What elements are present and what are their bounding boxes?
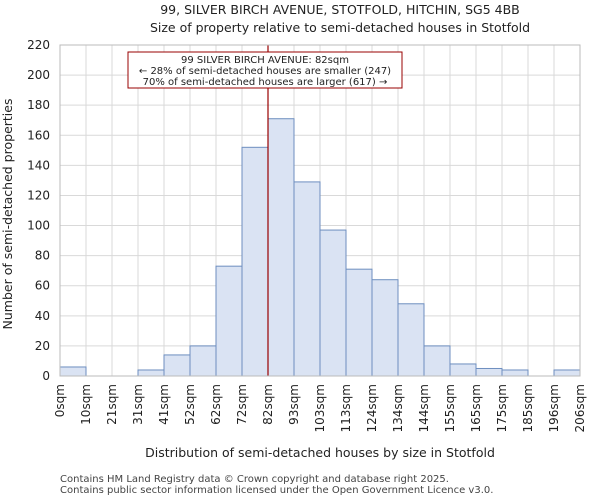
bars <box>59 118 581 377</box>
annotation-box <box>127 51 403 89</box>
x-tick-label: 155sqm <box>443 384 457 432</box>
x-tick-label: 72sqm <box>235 384 249 425</box>
bar-113sqm <box>345 268 373 377</box>
x-tick-label: 41sqm <box>157 384 171 425</box>
bar-41sqm <box>163 354 191 377</box>
x-tick-label: 134sqm <box>391 384 405 432</box>
bar-134sqm <box>397 303 425 377</box>
y-tick-label: 160 <box>27 128 50 142</box>
x-tick-label: 144sqm <box>417 384 431 432</box>
x-tick-label: 165sqm <box>469 384 483 432</box>
annotation-line-2: ← 28% of semi-detached houses are smalle… <box>139 66 391 77</box>
bar-124sqm <box>371 279 399 377</box>
bar-93sqm <box>293 181 321 377</box>
bar-175sqm <box>501 369 529 377</box>
x-tick-label: 21sqm <box>105 384 119 425</box>
x-tick-label: 62sqm <box>209 384 223 425</box>
y-axis-ticks: 0 20 40 60 80 100 120 140 160 180 200 220 <box>27 38 50 383</box>
chart-title-line-1: 99, SILVER BIRCH AVENUE, STOTFOLD, HITCH… <box>160 2 520 17</box>
x-tick-label: 103sqm <box>313 384 327 432</box>
y-tick-label: 20 <box>35 339 50 353</box>
y-tick-label: 80 <box>35 249 50 263</box>
footer-line-2: Contains public sector information licen… <box>60 485 494 496</box>
x-tick-label: 196sqm <box>547 384 561 432</box>
bar-0sqm <box>59 366 87 377</box>
bar-196sqm <box>553 369 581 377</box>
x-tick-label: 82sqm <box>261 384 275 425</box>
chart-title-line-2: Size of property relative to semi-detach… <box>150 20 530 35</box>
footer-line-1: Contains HM Land Registry data © Crown c… <box>60 474 449 485</box>
bar-72sqm <box>241 146 269 377</box>
x-tick-label: 175sqm <box>495 384 509 432</box>
y-tick-label: 120 <box>27 188 50 202</box>
y-tick-label: 200 <box>27 68 50 82</box>
y-tick-label: 180 <box>27 98 50 112</box>
x-tick-label: 185sqm <box>521 384 535 432</box>
bar-165sqm <box>475 367 503 377</box>
x-tick-label: 52sqm <box>183 384 197 425</box>
y-tick-label: 100 <box>27 219 50 233</box>
y-tick-label: 40 <box>35 309 50 323</box>
y-axis-label: Number of semi-detached properties <box>0 99 15 330</box>
x-axis-ticks: 0sqm 10sqm 21sqm 31sqm 41sqm 52sqm 62sqm 72sqm 8… <box>53 384 587 432</box>
y-tick-label: 0 <box>42 369 50 383</box>
annotation-line-3: 70% of semi-detached houses are larger (… <box>143 77 388 88</box>
x-axis-label: Distribution of semi-detached houses by … <box>145 445 495 460</box>
bar-103sqm <box>319 229 347 377</box>
plot-frame <box>59 44 581 377</box>
bar-62sqm <box>215 265 243 377</box>
bar-52sqm <box>189 345 217 377</box>
x-tick-label: 10sqm <box>79 384 93 425</box>
y-tick-label: 220 <box>27 38 50 52</box>
bar-82sqm <box>267 118 295 377</box>
x-tick-label: 206sqm <box>573 384 587 432</box>
annotation-line-1: 99 SILVER BIRCH AVENUE: 82sqm <box>181 55 349 66</box>
x-tick-label: 93sqm <box>287 384 301 425</box>
x-tick-label: 124sqm <box>365 384 379 432</box>
x-tick-label: 113sqm <box>339 384 353 432</box>
marker-annotation: 99 SILVER BIRCH AVENUE: 82sqm ← 28% of s… <box>127 51 403 89</box>
bar-144sqm <box>423 345 451 377</box>
y-tick-label: 140 <box>27 158 50 172</box>
bar-31sqm <box>137 369 165 377</box>
y-tick-label: 60 <box>35 279 50 293</box>
histogram-chart: 99, SILVER BIRCH AVENUE, STOTFOLD, HITCH… <box>0 2 587 460</box>
bar-155sqm <box>449 363 477 377</box>
x-tick-label: 31sqm <box>131 384 145 425</box>
x-tick-label: 0sqm <box>53 384 67 417</box>
